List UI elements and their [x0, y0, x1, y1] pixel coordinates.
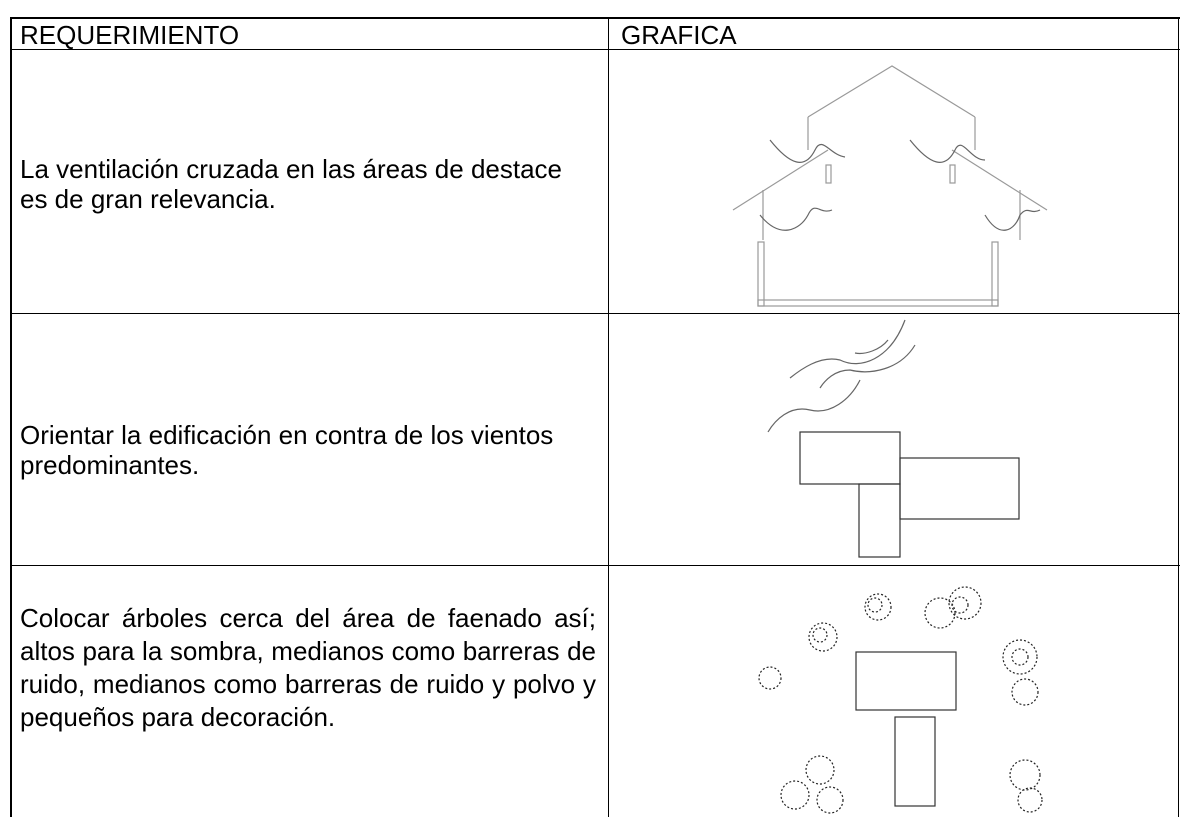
house-section	[732, 65, 1048, 307]
cell-text: Colocar árboles cerca del área de faenad…	[20, 603, 596, 732]
trees	[758, 586, 1043, 814]
wind-arrows	[759, 139, 1041, 433]
border	[10, 313, 1180, 314]
border	[1178, 17, 1179, 817]
border	[608, 17, 609, 817]
border	[10, 49, 1180, 50]
border	[10, 17, 1180, 19]
plan	[799, 431, 1020, 807]
border	[10, 565, 1180, 566]
cell-text: La ventilación cruzada en las áreas de d…	[20, 154, 563, 214]
header-cell: REQUERIMIENTO	[20, 20, 240, 50]
cell-text: Orientar la edificación en contra de los…	[20, 420, 554, 480]
header-cell: GRAFICA	[621, 20, 737, 50]
border	[10, 17, 12, 817]
